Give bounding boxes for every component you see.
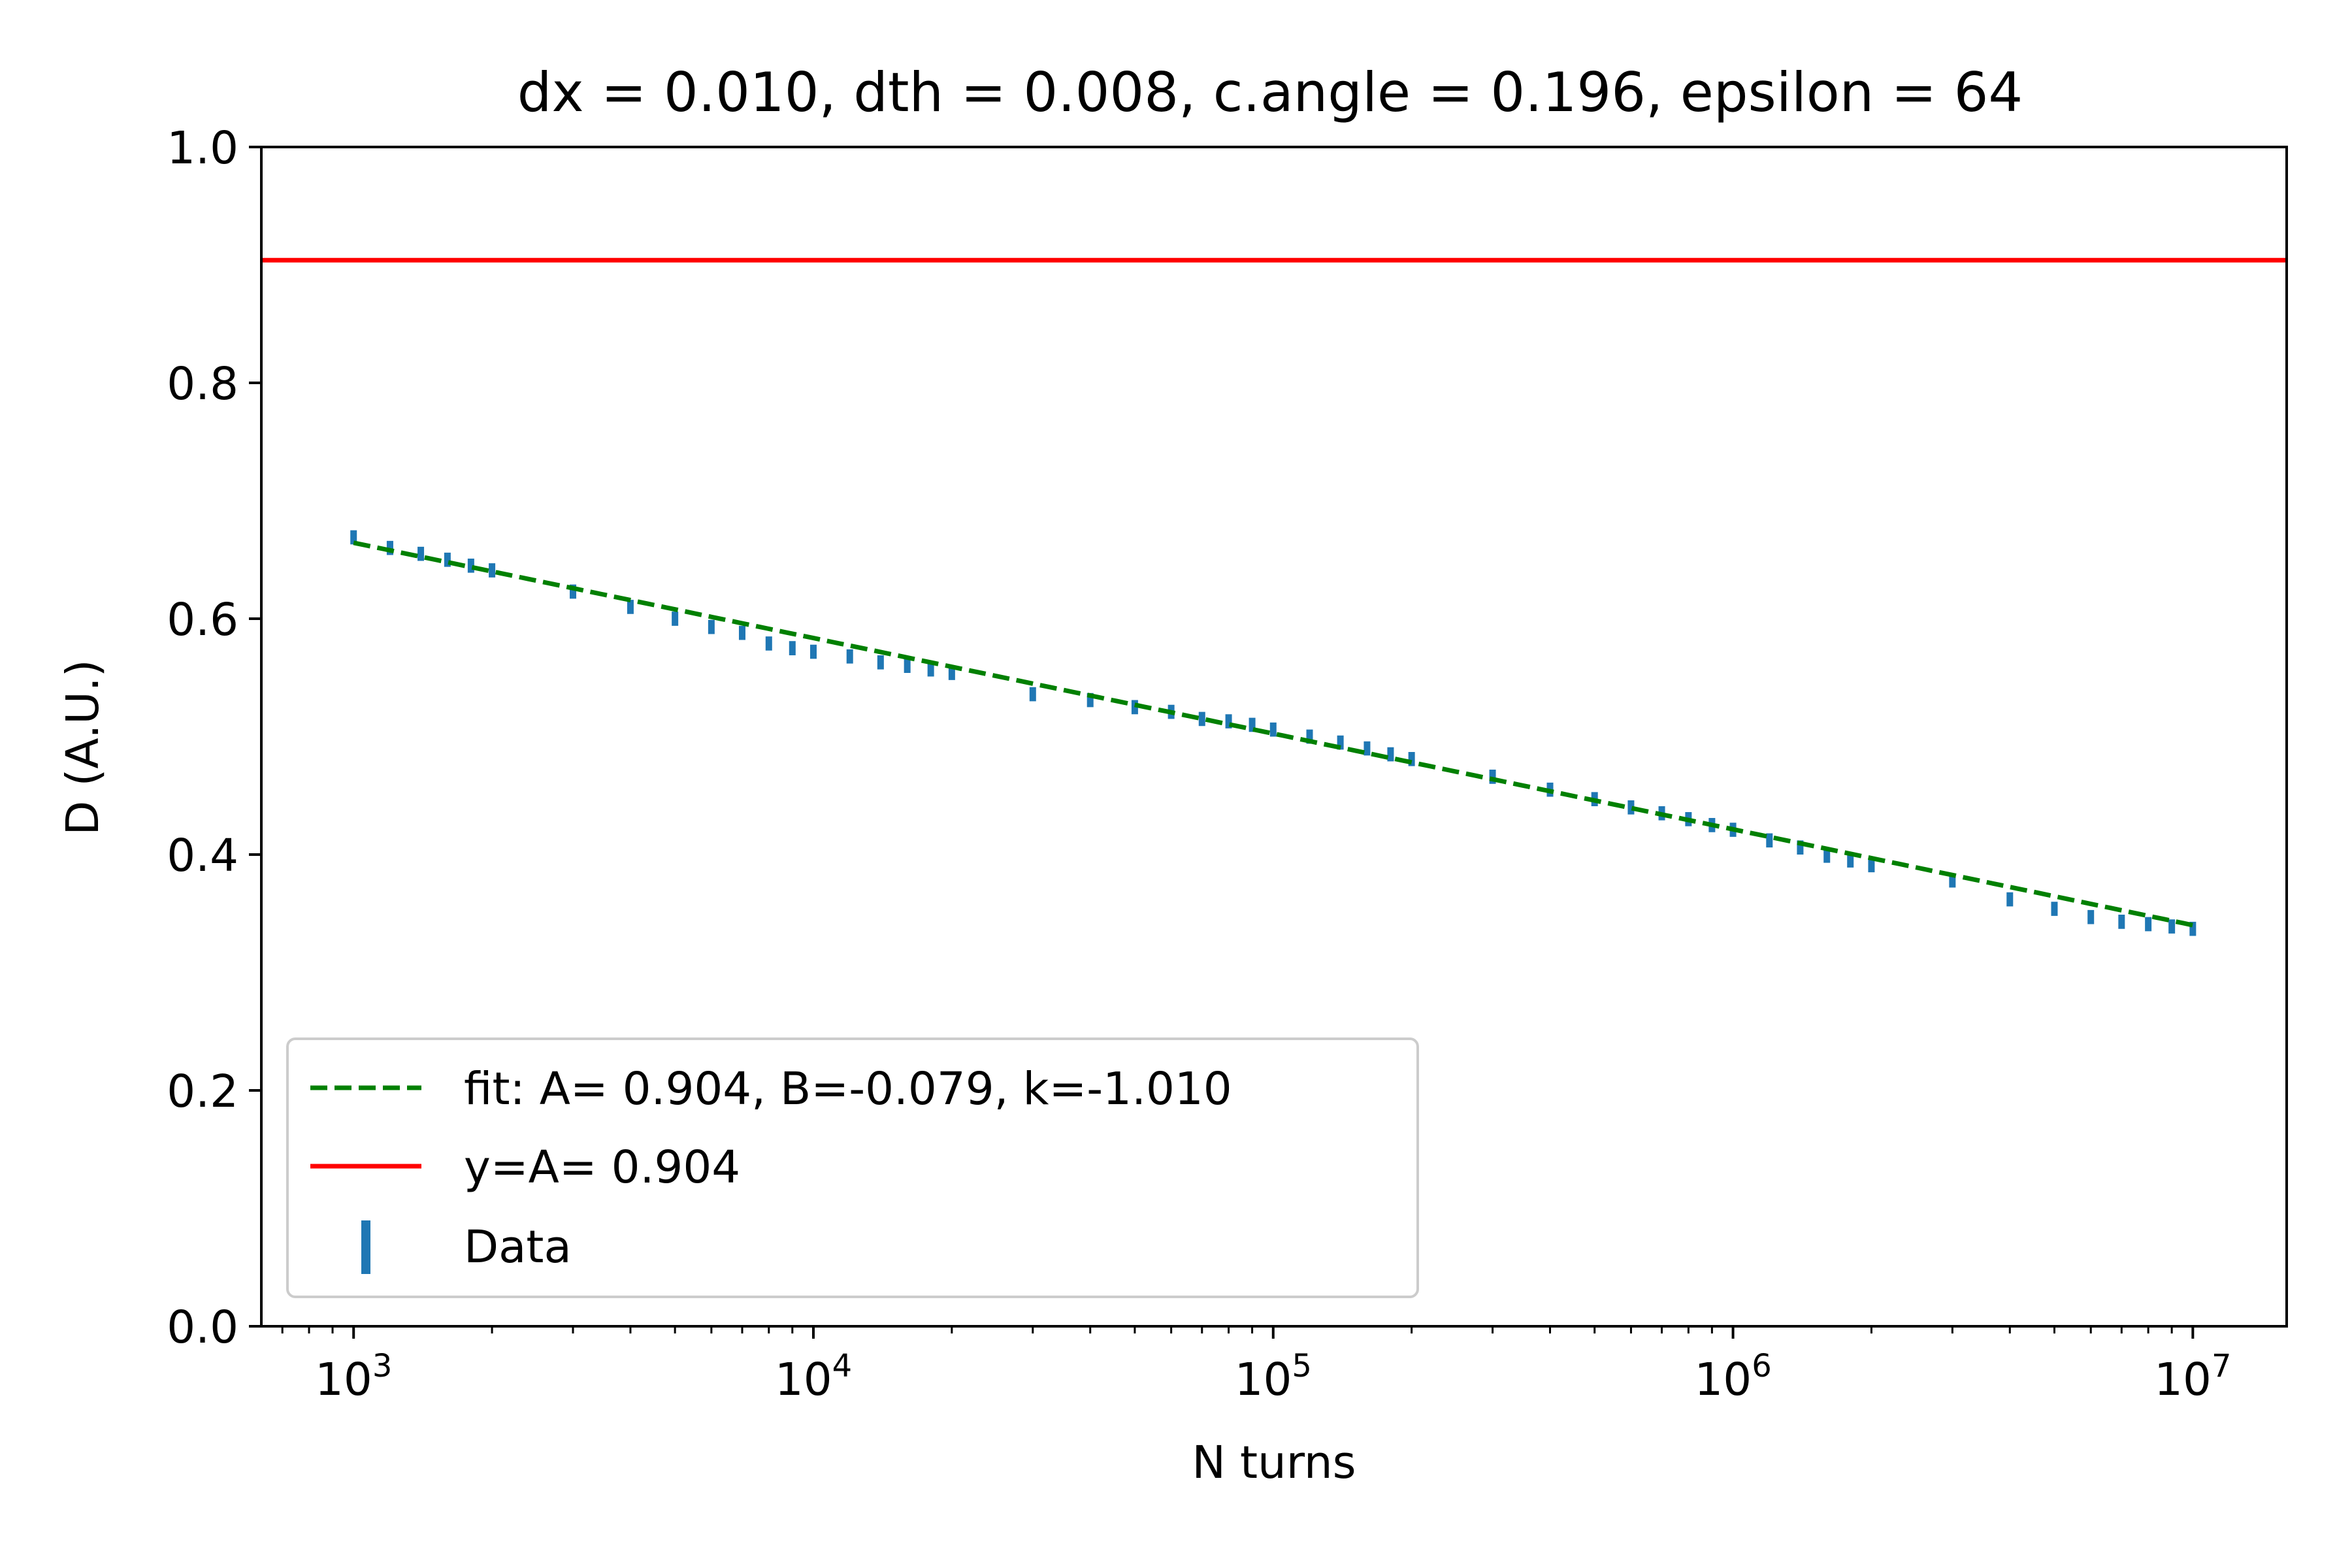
plot-area xyxy=(261,257,2287,936)
x-tick-label: 107 xyxy=(2154,1348,2231,1406)
y-axis-label: D (A.U.) xyxy=(57,659,109,835)
legend-hline-label: y=A= 0.904 xyxy=(464,1141,740,1194)
y-tick-label: 0.4 xyxy=(167,830,238,882)
y-tick-label: 1.0 xyxy=(167,122,238,174)
x-axis-label: N turns xyxy=(1192,1437,1356,1489)
y-tick-label: 0.0 xyxy=(167,1301,238,1354)
x-tick-label: 106 xyxy=(1694,1348,1771,1406)
data-layer xyxy=(350,530,2197,936)
x-tick-label: 103 xyxy=(315,1348,392,1406)
legend: fit: A= 0.904, B=-0.079, k=-1.010 y=A= 0… xyxy=(286,1037,1419,1298)
legend-fit-label: fit: A= 0.904, B=-0.079, k=-1.010 xyxy=(464,1063,1232,1115)
y-tick-label: 0.6 xyxy=(167,594,238,646)
y-tick-label: 0.2 xyxy=(167,1066,238,1118)
x-tick-label: 105 xyxy=(1235,1348,1312,1406)
x-tick-label: 104 xyxy=(775,1348,852,1406)
chart-title: dx = 0.010, dth = 0.008, c.angle = 0.196… xyxy=(517,61,2023,124)
y-axis-ticks: 0.0 0.2 0.4 0.6 0.8 1.0 xyxy=(167,122,261,1354)
y-tick-label: 0.8 xyxy=(167,358,238,410)
legend-data-label: Data xyxy=(464,1221,572,1273)
x-axis-ticks: 103 104 105 106 107 xyxy=(281,1326,2232,1406)
legend-box xyxy=(286,1037,1419,1298)
